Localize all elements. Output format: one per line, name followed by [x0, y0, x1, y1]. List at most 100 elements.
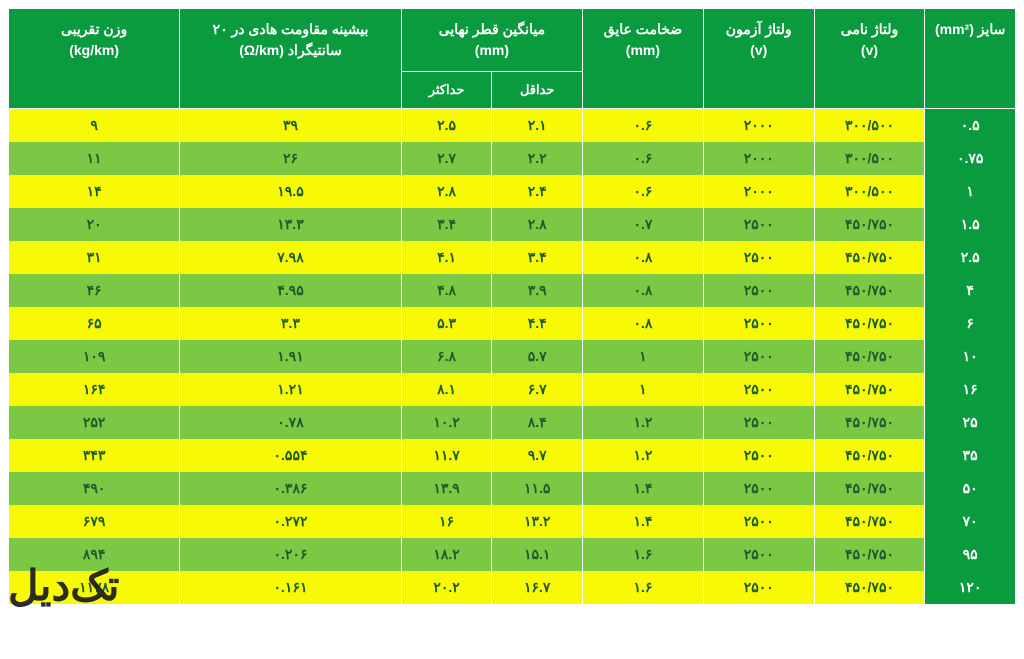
cell-insulation: ۱.۶: [583, 571, 704, 604]
col-resistance: بیشینه مقاومت هادی در ۲۰سانتیگراد (Ω/km): [180, 9, 402, 109]
cell-resistance: ۱۹.۵: [180, 175, 402, 208]
cell-diameter-min: ۲.۲: [492, 142, 583, 175]
cell-weight: ۳۱: [9, 241, 180, 274]
table-row: ۲۵۴۵۰/۷۵۰۲۵۰۰۱.۲۸.۴۱۰.۲۰.۷۸۲۵۲: [9, 406, 1016, 439]
cell-size: ۷۰: [925, 505, 1016, 538]
table-header: سایز (mm²) ولتاژ نامی(v) ولتاژ آزمون(v) …: [9, 9, 1016, 109]
cell-diameter-min: ۶.۷: [492, 373, 583, 406]
table-body: ۰.۵۳۰۰/۵۰۰۲۰۰۰۰.۶۲.۱۲.۵۳۹۹۰.۷۵۳۰۰/۵۰۰۲۰۰…: [9, 108, 1016, 604]
cell-insulation: ۱.۴: [583, 505, 704, 538]
cell-test-v: ۲۵۰۰: [703, 571, 814, 604]
cable-spec-table-wrap: سایز (mm²) ولتاژ نامی(v) ولتاژ آزمون(v) …: [8, 8, 1016, 604]
cell-insulation: ۰.۸: [583, 274, 704, 307]
cell-nominal-v: ۴۵۰/۷۵۰: [814, 241, 925, 274]
cell-weight: ۲۵۲: [9, 406, 180, 439]
cell-insulation: ۱.۶: [583, 538, 704, 571]
cell-resistance: ۰.۱۶۱: [180, 571, 402, 604]
cell-test-v: ۲۵۰۰: [703, 340, 814, 373]
cell-nominal-v: ۴۵۰/۷۵۰: [814, 340, 925, 373]
cell-test-v: ۲۵۰۰: [703, 274, 814, 307]
cell-size: ۶: [925, 307, 1016, 340]
cell-diameter-min: ۴.۴: [492, 307, 583, 340]
col-nominal-v: ولتاژ نامی(v): [814, 9, 925, 109]
cell-weight: ۱۱۲۸: [9, 571, 180, 604]
cell-insulation: ۰.۷: [583, 208, 704, 241]
cell-diameter-min: ۹.۷: [492, 439, 583, 472]
cell-diameter-max: ۱۱.۷: [401, 439, 492, 472]
cell-size: ۹۵: [925, 538, 1016, 571]
cell-diameter-max: ۶.۸: [401, 340, 492, 373]
cell-size: ۴: [925, 274, 1016, 307]
cell-size: ۰.۷۵: [925, 142, 1016, 175]
cell-size: ۱: [925, 175, 1016, 208]
cell-size: ۲۵: [925, 406, 1016, 439]
cell-insulation: ۱.۲: [583, 406, 704, 439]
table-row: ۰.۷۵۳۰۰/۵۰۰۲۰۰۰۰.۶۲.۲۲.۷۲۶۱۱: [9, 142, 1016, 175]
cell-weight: ۱۱: [9, 142, 180, 175]
cell-resistance: ۳.۳: [180, 307, 402, 340]
cell-diameter-max: ۸.۱: [401, 373, 492, 406]
cable-spec-table: سایز (mm²) ولتاژ نامی(v) ولتاژ آزمون(v) …: [8, 8, 1016, 604]
cell-resistance: ۰.۳۸۶: [180, 472, 402, 505]
cell-resistance: ۰.۲۷۲: [180, 505, 402, 538]
table-row: ۶۴۵۰/۷۵۰۲۵۰۰۰.۸۴.۴۵.۳۳.۳۶۵: [9, 307, 1016, 340]
cell-size: ۱.۵: [925, 208, 1016, 241]
col-diameter-min: حداقل: [492, 72, 583, 109]
cell-resistance: ۲۶: [180, 142, 402, 175]
col-size: سایز (mm²): [925, 9, 1016, 109]
cell-insulation: ۱.۴: [583, 472, 704, 505]
col-diameter-max: حداکثر: [401, 72, 492, 109]
cell-insulation: ۰.۶: [583, 175, 704, 208]
cell-nominal-v: ۴۵۰/۷۵۰: [814, 307, 925, 340]
cell-diameter-min: ۲.۴: [492, 175, 583, 208]
cell-diameter-max: ۲۰.۲: [401, 571, 492, 604]
cell-weight: ۶۷۹: [9, 505, 180, 538]
cell-diameter-min: ۱۳.۲: [492, 505, 583, 538]
cell-diameter-max: ۱۳.۹: [401, 472, 492, 505]
cell-test-v: ۲۰۰۰: [703, 108, 814, 142]
cell-test-v: ۲۵۰۰: [703, 307, 814, 340]
cell-diameter-max: ۱۶: [401, 505, 492, 538]
cell-nominal-v: ۴۵۰/۷۵۰: [814, 439, 925, 472]
table-row: ۷۰۴۵۰/۷۵۰۲۵۰۰۱.۴۱۳.۲۱۶۰.۲۷۲۶۷۹: [9, 505, 1016, 538]
cell-test-v: ۲۵۰۰: [703, 406, 814, 439]
cell-size: ۲.۵: [925, 241, 1016, 274]
table-row: ۲.۵۴۵۰/۷۵۰۲۵۰۰۰.۸۳.۴۴.۱۷.۹۸۳۱: [9, 241, 1016, 274]
cell-resistance: ۰.۲۰۶: [180, 538, 402, 571]
cell-resistance: ۴.۹۵: [180, 274, 402, 307]
cell-test-v: ۲۵۰۰: [703, 439, 814, 472]
cell-size: ۰.۵: [925, 108, 1016, 142]
col-diameter: میانگین قطر نهایی(mm): [401, 9, 582, 72]
cell-diameter-max: ۲.۸: [401, 175, 492, 208]
cell-weight: ۱۰۹: [9, 340, 180, 373]
cell-insulation: ۰.۶: [583, 142, 704, 175]
cell-diameter-max: ۲.۵: [401, 108, 492, 142]
cell-nominal-v: ۴۵۰/۷۵۰: [814, 505, 925, 538]
cell-diameter-max: ۲.۷: [401, 142, 492, 175]
cell-diameter-max: ۵.۳: [401, 307, 492, 340]
cell-weight: ۸۹۴: [9, 538, 180, 571]
cell-size: ۱۶: [925, 373, 1016, 406]
cell-test-v: ۲۰۰۰: [703, 175, 814, 208]
cell-test-v: ۲۵۰۰: [703, 538, 814, 571]
cell-size: ۵۰: [925, 472, 1016, 505]
cell-weight: ۱۴: [9, 175, 180, 208]
cell-nominal-v: ۳۰۰/۵۰۰: [814, 175, 925, 208]
cell-nominal-v: ۳۰۰/۵۰۰: [814, 142, 925, 175]
cell-diameter-max: ۴.۱: [401, 241, 492, 274]
cell-size: ۳۵: [925, 439, 1016, 472]
cell-weight: ۶۵: [9, 307, 180, 340]
cell-diameter-max: ۳.۴: [401, 208, 492, 241]
cell-size: ۱۰: [925, 340, 1016, 373]
cell-insulation: ۰.۸: [583, 241, 704, 274]
cell-insulation: ۰.۸: [583, 307, 704, 340]
cell-insulation: ۰.۶: [583, 108, 704, 142]
cell-nominal-v: ۴۵۰/۷۵۰: [814, 406, 925, 439]
cell-weight: ۹: [9, 108, 180, 142]
cell-diameter-min: ۸.۴: [492, 406, 583, 439]
cell-nominal-v: ۴۵۰/۷۵۰: [814, 472, 925, 505]
table-row: ۱۲۰۴۵۰/۷۵۰۲۵۰۰۱.۶۱۶.۷۲۰.۲۰.۱۶۱۱۱۲۸: [9, 571, 1016, 604]
table-row: ۱.۵۴۵۰/۷۵۰۲۵۰۰۰.۷۲.۸۳.۴۱۳.۳۲۰: [9, 208, 1016, 241]
cell-nominal-v: ۴۵۰/۷۵۰: [814, 571, 925, 604]
cell-test-v: ۲۵۰۰: [703, 472, 814, 505]
